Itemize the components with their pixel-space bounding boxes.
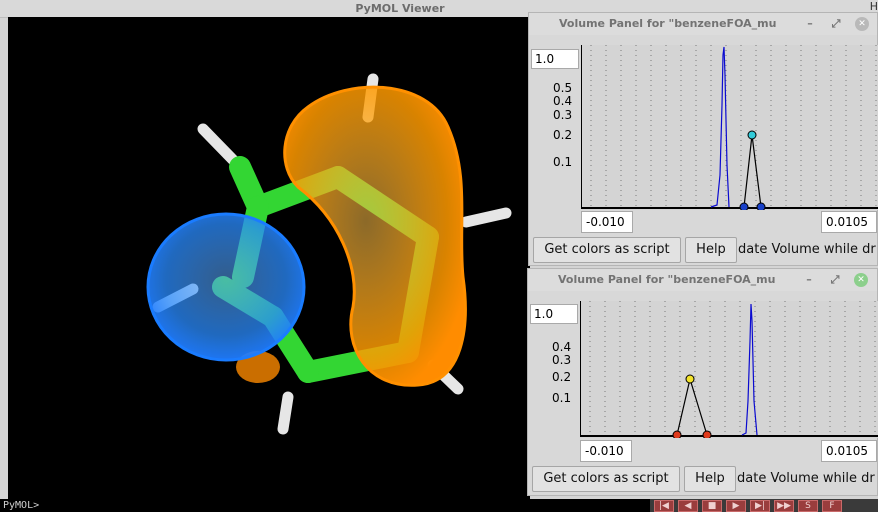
close-button[interactable]: ✕ [855, 17, 869, 31]
restore-button[interactable]: ⤢ [831, 17, 841, 30]
histogram-plot[interactable] [580, 45, 878, 212]
movie-end-button[interactable]: ▶▶ [774, 500, 794, 512]
range-max-input[interactable]: 0.0105 [821, 211, 877, 233]
control-point-right[interactable] [756, 202, 766, 212]
restore-button[interactable]: ⤢ [830, 273, 840, 286]
control-point-top[interactable] [747, 130, 757, 140]
movie-sculpt-button[interactable]: S [798, 500, 818, 512]
control-point-left[interactable] [672, 430, 682, 440]
update-volume-checkbox[interactable]: date Volume while dr [737, 471, 875, 486]
grid-dots [589, 301, 876, 436]
update-volume-checkbox[interactable]: date Volume while dr [738, 242, 876, 257]
molecule-render [146, 73, 512, 435]
panel-title: Volume Panel for "benzeneFOA_mu [559, 17, 777, 30]
level-input[interactable]: 1.0 [531, 49, 579, 69]
y-tick: 0.2 [552, 370, 572, 384]
histogram-line [710, 46, 730, 208]
range-min-input[interactable]: -0.010 [581, 211, 633, 233]
panel-title: Volume Panel for "benzeneFOA_mu [558, 273, 776, 286]
y-tick: 0.3 [552, 353, 572, 367]
corner-text: H [869, 0, 878, 13]
command-line[interactable]: PyMOL> [0, 499, 650, 512]
movie-fullscreen-button[interactable]: F [822, 500, 842, 512]
close-button[interactable]: ✕ [854, 273, 868, 287]
movie-back-button[interactable]: ◀ [678, 500, 698, 512]
y-tick: 0.4 [552, 340, 572, 354]
movie-forward-button[interactable]: ▶| [750, 500, 770, 512]
control-point-right[interactable] [702, 430, 712, 440]
window-title: PyMOL Viewer [355, 2, 445, 15]
molecule-viewport[interactable] [8, 17, 530, 499]
histogram-plot[interactable] [579, 301, 878, 440]
help-button[interactable]: Help [685, 237, 737, 263]
positive-volume-blob [283, 85, 467, 387]
volume-panel-2: Volume Panel for "benzeneFOA_mu – ⤢ ✕ 1.… [527, 268, 878, 496]
range-max-input[interactable]: 0.0105 [821, 440, 877, 462]
minimize-button[interactable]: – [806, 273, 812, 286]
y-tick: 0.1 [552, 391, 572, 405]
control-point-top[interactable] [685, 374, 695, 384]
y-tick: 0.3 [553, 108, 573, 122]
panel-title-bar[interactable]: Volume Panel for "benzeneFOA_mu – ⤢ ✕ [529, 13, 877, 35]
level-input[interactable]: 1.0 [530, 304, 578, 324]
minimize-button[interactable]: – [807, 17, 813, 30]
histogram-svg [580, 45, 878, 212]
range-min-input[interactable]: -0.010 [580, 440, 632, 462]
grid-dots [590, 45, 877, 208]
volume-panel-1: Volume Panel for "benzeneFOA_mu – ⤢ ✕ 1.… [528, 12, 878, 266]
transfer-function [743, 134, 762, 208]
movie-rewind-button[interactable]: |◀ [654, 500, 674, 512]
panel-title-bar[interactable]: Volume Panel for "benzeneFOA_mu – ⤢ ✕ [528, 269, 877, 291]
y-tick: 0.4 [553, 94, 573, 108]
movie-play-button[interactable]: ▶ [726, 500, 746, 512]
transfer-function [676, 376, 708, 436]
command-prompt: PyMOL> [3, 500, 40, 511]
control-point-left[interactable] [739, 202, 749, 212]
get-colors-button[interactable]: Get colors as script [532, 466, 680, 492]
y-tick: 0.5 [553, 81, 573, 95]
y-tick: 0.2 [553, 128, 573, 142]
histogram-svg [579, 301, 878, 440]
histogram-line [741, 303, 758, 436]
get-colors-button[interactable]: Get colors as script [533, 237, 681, 263]
help-button[interactable]: Help [684, 466, 736, 492]
y-tick: 0.1 [553, 155, 573, 169]
negative-volume-blob [146, 212, 306, 362]
movie-stop-button[interactable]: ■ [702, 500, 722, 512]
